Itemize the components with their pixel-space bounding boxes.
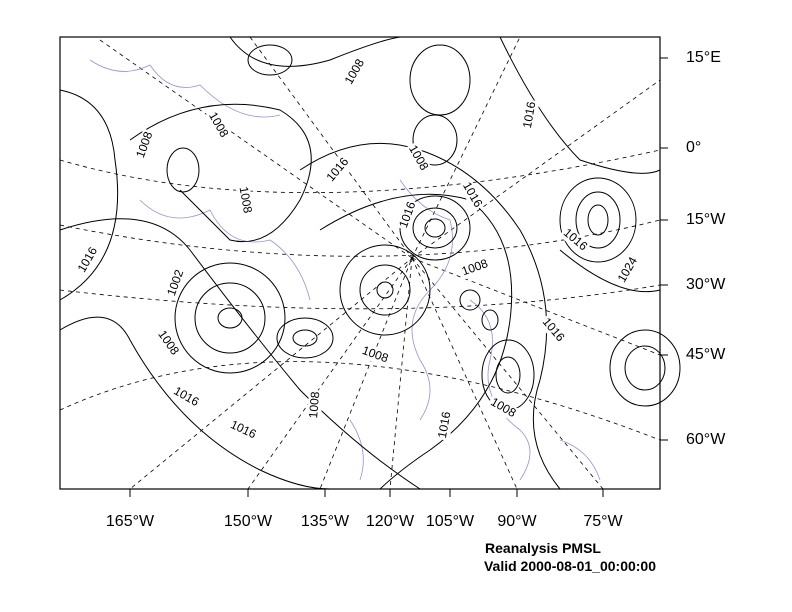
lat-label: 30°W (686, 276, 726, 293)
contour-label: 1016 (435, 409, 455, 441)
lon-label: 135°W (301, 513, 350, 530)
label-bg (74, 243, 102, 277)
title: Reanalysis PMSL (485, 540, 601, 556)
label-bg (614, 253, 642, 287)
lon-label: 120°W (366, 513, 415, 530)
contour-label: 1008 (235, 184, 255, 216)
lat-label: 60°W (686, 431, 726, 448)
label-bg (435, 409, 455, 441)
contour-label: 1008 (404, 141, 432, 175)
contour-label: 1008 (204, 108, 232, 142)
contour-label: 1016 (458, 178, 486, 212)
label-bg (133, 128, 157, 162)
label-bg (204, 108, 232, 142)
label-bg (559, 224, 591, 256)
contour-label: 1016 (559, 224, 591, 256)
contour-label: 1008 (153, 326, 183, 360)
contour-label: 1024 (614, 253, 642, 287)
contour-label: 1016 (74, 243, 102, 277)
contour-label: 1008 (358, 343, 392, 367)
contour-label: 1016 (396, 198, 420, 232)
lat-label: 0° (686, 139, 701, 156)
label-bg (235, 184, 255, 216)
contour-value: 1008 (237, 185, 255, 214)
contour-value: 1016 (435, 410, 453, 439)
label-bg (226, 417, 260, 443)
contour-label: 1016 (322, 154, 354, 186)
contour-label: 1008 (458, 256, 492, 280)
label-bg (169, 383, 203, 411)
contour-label: 1016 (520, 99, 540, 131)
lon-label: 90°W (497, 513, 537, 530)
label-bg (458, 178, 486, 212)
lat-label: 15°W (686, 211, 726, 228)
contour-value: 1016 (520, 100, 538, 129)
label-bg (404, 141, 432, 175)
contours (59, 36, 681, 490)
label-bg (358, 343, 392, 367)
map-frame (59, 36, 661, 490)
contour-label: 1008 (133, 128, 157, 162)
label-bg (306, 389, 324, 421)
labels: 15°E 0° 15°W 30°W 45°W 60°W 165°W 150°W 135°W 120… (74, 49, 726, 574)
subtitle: Valid 2000-08-01_00:00:00 (484, 558, 656, 574)
graticule (59, 36, 661, 490)
label-bg (486, 394, 520, 422)
label-bg (396, 198, 420, 232)
lon-label: 105°W (426, 513, 475, 530)
lon-label: 150°W (224, 513, 273, 530)
label-bg (164, 266, 188, 300)
label-bg (341, 55, 369, 89)
label-bg (322, 154, 354, 186)
contour-label: 1008 (486, 394, 520, 422)
label-bg (153, 326, 183, 360)
label-bg (537, 314, 569, 346)
lat-label: 15°E (686, 49, 721, 66)
contour-label: 1008 (341, 55, 369, 89)
lat-label: 45°W (686, 346, 726, 363)
contour-label: 1002 (164, 266, 188, 300)
contour-label: 1016 (226, 417, 260, 443)
lon-label: 165°W (106, 513, 155, 530)
label-bg (520, 99, 540, 131)
contour-label: 1008 (306, 389, 324, 421)
contour-value: 1008 (306, 391, 322, 419)
contour-label: 1016 (537, 314, 569, 346)
label-bg (458, 256, 492, 280)
lon-label: 75°W (583, 513, 623, 530)
contour-label: 1016 (169, 383, 203, 411)
